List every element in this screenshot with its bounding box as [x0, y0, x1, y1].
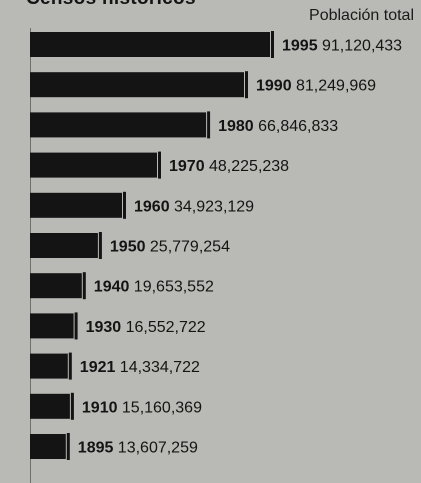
bar-1910: [30, 393, 70, 419]
value-label-1970: 48,225,238: [209, 158, 289, 175]
category-label-1950: 1950: [110, 239, 146, 256]
value-label-1950: 25,779,254: [150, 239, 230, 256]
category-label-1995: 1995: [282, 38, 318, 55]
series-title: Población total: [309, 7, 414, 24]
bar-1950: [30, 233, 98, 258]
category-label-1970: 1970: [169, 158, 205, 175]
value-label-1895: 13,607,259: [118, 440, 198, 457]
bar-1995: [30, 32, 270, 57]
bar-end-marker-1950: [98, 232, 102, 259]
bar-1930: [30, 313, 74, 339]
bar-end-marker-1940: [82, 272, 86, 300]
value-label-1930: 16,552,722: [126, 319, 206, 336]
bar-1940: [30, 273, 82, 299]
bar-end-marker-1960: [123, 191, 126, 219]
bar-1960: [30, 192, 122, 218]
value-label-1980: 66,846,833: [258, 118, 338, 135]
bar-1921: [30, 353, 68, 379]
bar-end-marker-1980: [207, 111, 211, 139]
bar-end-marker-1930: [74, 312, 78, 340]
bar-1990: [30, 72, 244, 98]
value-label-1960: 34,923,129: [174, 198, 254, 215]
category-label-1921: 1921: [80, 359, 116, 376]
bar-end-marker-1995: [271, 31, 274, 58]
category-label-1990: 1990: [256, 78, 292, 95]
bar-end-marker-1990: [245, 71, 248, 99]
value-label-1910: 15,160,369: [122, 399, 202, 416]
bar-end-marker-1895: [66, 433, 70, 460]
value-label-1990: 81,249,969: [296, 78, 376, 95]
bar-end-marker-1910: [70, 392, 74, 420]
value-label-1921: 14,334,722: [120, 359, 200, 376]
value-label-1995: 91,120,433: [322, 38, 402, 55]
bar-1970: [30, 152, 157, 178]
category-label-1980: 1980: [218, 118, 254, 135]
category-label-1940: 1940: [94, 279, 130, 296]
bar-1980: [30, 112, 207, 138]
bar-end-marker-1921: [68, 352, 72, 380]
category-label-1930: 1930: [86, 319, 122, 336]
bar-1895: [30, 434, 66, 459]
value-label-1940: 19,653,552: [134, 279, 214, 296]
category-label-1895: 1895: [78, 440, 114, 457]
chart-headline: Censos históricos: [26, 0, 196, 10]
category-label-1960: 1960: [134, 198, 170, 215]
bar-end-marker-1970: [158, 151, 161, 179]
category-label-1910: 1910: [82, 399, 118, 416]
